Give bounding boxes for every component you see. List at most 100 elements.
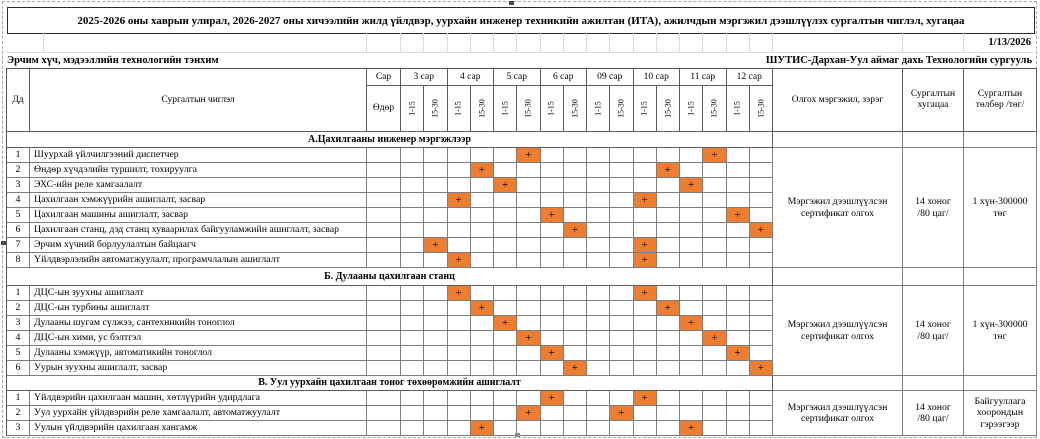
schedule-cell[interactable] <box>494 421 518 436</box>
schedule-cell[interactable] <box>517 223 541 238</box>
schedule-cell[interactable] <box>749 421 773 436</box>
schedule-cell[interactable] <box>610 253 634 268</box>
schedule-cell[interactable] <box>447 361 471 376</box>
schedule-cell[interactable] <box>540 178 564 193</box>
schedule-cell[interactable] <box>447 301 471 316</box>
schedule-cell[interactable] <box>749 208 773 223</box>
schedule-cell[interactable] <box>726 223 750 238</box>
schedule-cell[interactable] <box>703 223 727 238</box>
schedule-cell[interactable] <box>447 391 471 406</box>
schedule-cell[interactable] <box>470 331 494 346</box>
mark-cell[interactable]: + <box>470 163 494 178</box>
schedule-cell[interactable] <box>424 331 448 346</box>
schedule-cell[interactable] <box>517 253 541 268</box>
schedule-cell[interactable] <box>494 193 518 208</box>
schedule-cell[interactable] <box>517 421 541 436</box>
mark-cell[interactable]: + <box>494 178 518 193</box>
mark-cell[interactable]: + <box>680 316 704 331</box>
schedule-cell[interactable] <box>494 361 518 376</box>
schedule-cell[interactable] <box>563 346 587 361</box>
schedule-cell[interactable] <box>703 421 727 436</box>
schedule-cell[interactable] <box>633 406 657 421</box>
schedule-cell[interactable] <box>587 316 611 331</box>
schedule-cell[interactable] <box>470 346 494 361</box>
schedule-cell[interactable] <box>587 331 611 346</box>
schedule-cell[interactable] <box>610 331 634 346</box>
schedule-cell[interactable] <box>726 391 750 406</box>
schedule-cell[interactable] <box>610 238 634 253</box>
schedule-cell[interactable] <box>494 286 518 301</box>
schedule-cell[interactable] <box>517 238 541 253</box>
schedule-cell[interactable] <box>587 421 611 436</box>
schedule-cell[interactable] <box>726 316 750 331</box>
schedule-cell[interactable] <box>540 253 564 268</box>
schedule-cell[interactable] <box>401 286 425 301</box>
schedule-cell[interactable] <box>703 193 727 208</box>
schedule-cell[interactable] <box>447 316 471 331</box>
schedule-cell[interactable] <box>517 391 541 406</box>
schedule-cell[interactable] <box>401 238 425 253</box>
schedule-cell[interactable] <box>424 316 448 331</box>
mark-cell[interactable]: + <box>703 331 727 346</box>
spacer-cell[interactable] <box>367 193 401 208</box>
schedule-cell[interactable] <box>447 163 471 178</box>
spacer-cell[interactable] <box>367 331 401 346</box>
mark-cell[interactable]: + <box>447 253 471 268</box>
schedule-cell[interactable] <box>680 223 704 238</box>
schedule-cell[interactable] <box>401 178 425 193</box>
schedule-cell[interactable] <box>424 208 448 223</box>
schedule-cell[interactable] <box>703 253 727 268</box>
schedule-cell[interactable] <box>563 301 587 316</box>
schedule-cell[interactable] <box>680 238 704 253</box>
schedule-cell[interactable] <box>703 286 727 301</box>
schedule-cell[interactable] <box>726 238 750 253</box>
schedule-cell[interactable] <box>610 223 634 238</box>
spacer-cell[interactable] <box>367 208 401 223</box>
mark-cell[interactable]: + <box>540 346 564 361</box>
empty-cell[interactable] <box>964 132 1037 148</box>
schedule-cell[interactable] <box>424 286 448 301</box>
schedule-cell[interactable] <box>401 331 425 346</box>
schedule-cell[interactable] <box>633 421 657 436</box>
mark-cell[interactable]: + <box>726 346 750 361</box>
schedule-cell[interactable] <box>517 178 541 193</box>
schedule-cell[interactable] <box>680 193 704 208</box>
schedule-cell[interactable] <box>633 361 657 376</box>
schedule-cell[interactable] <box>587 223 611 238</box>
schedule-cell[interactable] <box>633 346 657 361</box>
mark-cell[interactable]: + <box>494 316 518 331</box>
mark-cell[interactable]: + <box>680 421 704 436</box>
spacer-cell[interactable] <box>367 253 401 268</box>
spacer-cell[interactable] <box>367 148 401 163</box>
schedule-cell[interactable] <box>470 406 494 421</box>
schedule-cell[interactable] <box>726 253 750 268</box>
schedule-cell[interactable] <box>587 163 611 178</box>
schedule-cell[interactable] <box>494 163 518 178</box>
schedule-cell[interactable] <box>656 208 680 223</box>
schedule-cell[interactable] <box>401 223 425 238</box>
schedule-cell[interactable] <box>494 208 518 223</box>
schedule-cell[interactable] <box>470 391 494 406</box>
schedule-cell[interactable] <box>424 421 448 436</box>
schedule-cell[interactable] <box>401 148 425 163</box>
schedule-cell[interactable] <box>656 148 680 163</box>
schedule-cell[interactable] <box>633 208 657 223</box>
schedule-cell[interactable] <box>587 253 611 268</box>
schedule-cell[interactable] <box>680 346 704 361</box>
mark-cell[interactable]: + <box>424 238 448 253</box>
mark-cell[interactable]: + <box>540 391 564 406</box>
schedule-cell[interactable] <box>726 286 750 301</box>
schedule-cell[interactable] <box>424 361 448 376</box>
spacer-cell[interactable] <box>367 346 401 361</box>
spacer-cell[interactable] <box>367 406 401 421</box>
schedule-cell[interactable] <box>424 346 448 361</box>
schedule-cell[interactable] <box>447 208 471 223</box>
schedule-cell[interactable] <box>470 361 494 376</box>
schedule-cell[interactable] <box>703 361 727 376</box>
schedule-cell[interactable] <box>610 421 634 436</box>
schedule-cell[interactable] <box>470 253 494 268</box>
schedule-cell[interactable] <box>610 148 634 163</box>
schedule-cell[interactable] <box>703 238 727 253</box>
schedule-cell[interactable] <box>470 223 494 238</box>
empty-cell[interactable] <box>903 376 964 391</box>
